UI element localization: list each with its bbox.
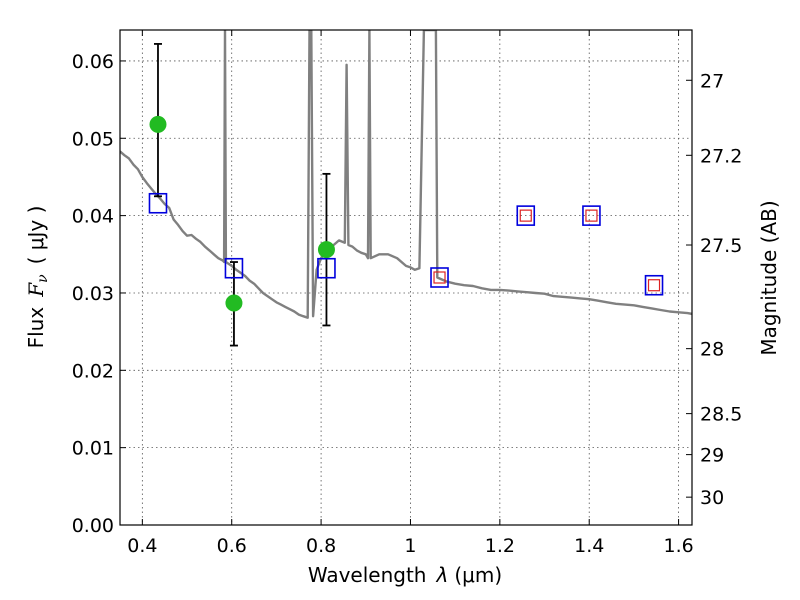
plot-frame [119, 29, 693, 526]
model-flux-box [148, 192, 168, 214]
model-flux-box [317, 257, 336, 279]
model-flux-box-inner [519, 209, 532, 222]
x-tick-label: 1.6 [663, 535, 693, 557]
x-tick-label: 1.2 [485, 535, 515, 557]
y2-tick-label: 28.5 [700, 404, 742, 426]
y2-tick-label: 27.2 [700, 145, 742, 167]
x-tick-label: 1.4 [574, 535, 604, 557]
x-axis-label: Wavelength λ (μm) [308, 563, 502, 587]
x-tick-label: 0.4 [127, 535, 157, 557]
y-tick-label: 0.05 [72, 128, 114, 150]
observed-point [225, 294, 243, 312]
y-tick-label: 0.01 [72, 438, 114, 460]
y2-tick-label: 28 [700, 339, 724, 361]
model-flux-box-inner [585, 209, 598, 222]
y-tick-label: 0.04 [72, 206, 114, 228]
y-tick-label: 0.03 [72, 283, 114, 305]
model-flux-box-inner [433, 271, 446, 284]
x-tick-label: 0.8 [306, 535, 336, 557]
y2-tick-label: 27 [700, 70, 724, 92]
model-layer [148, 192, 664, 296]
model-flux-box [644, 274, 664, 296]
y2-tick-label: 29 [700, 445, 724, 467]
y-tick-label: 0.00 [72, 515, 114, 537]
y2-axis-ticks: 27 27.2 27.5 28 28.5 29 30 [686, 70, 742, 509]
observed-point [317, 241, 335, 259]
y2-tick-label: 27.5 [700, 235, 742, 257]
model-flux-box [516, 205, 536, 226]
model-flux-box [224, 257, 244, 279]
grid [120, 30, 692, 525]
observed-point [149, 115, 167, 133]
y-axis-label: FluxFν( μJy ) [24, 206, 51, 349]
y2-tick-label: 30 [700, 487, 724, 509]
y-axis-ticks: 0.00 0.01 0.02 0.03 0.04 0.05 0.06 [72, 51, 126, 537]
x-axis-ticks: 0.4 0.6 0.8 1 1.2 1.4 1.6 [127, 30, 694, 557]
y2-axis-label: Magnitude (AB) [757, 200, 781, 355]
y-tick-label: 0.06 [72, 51, 114, 73]
y-tick-label: 0.02 [72, 360, 114, 382]
x-tick-label: 1 [404, 535, 416, 557]
x-tick-label: 0.6 [217, 535, 247, 557]
model-flux-box [582, 205, 601, 226]
model-flux-box [430, 267, 449, 288]
model-flux-box-inner [647, 279, 661, 292]
observed-layer [149, 115, 335, 312]
